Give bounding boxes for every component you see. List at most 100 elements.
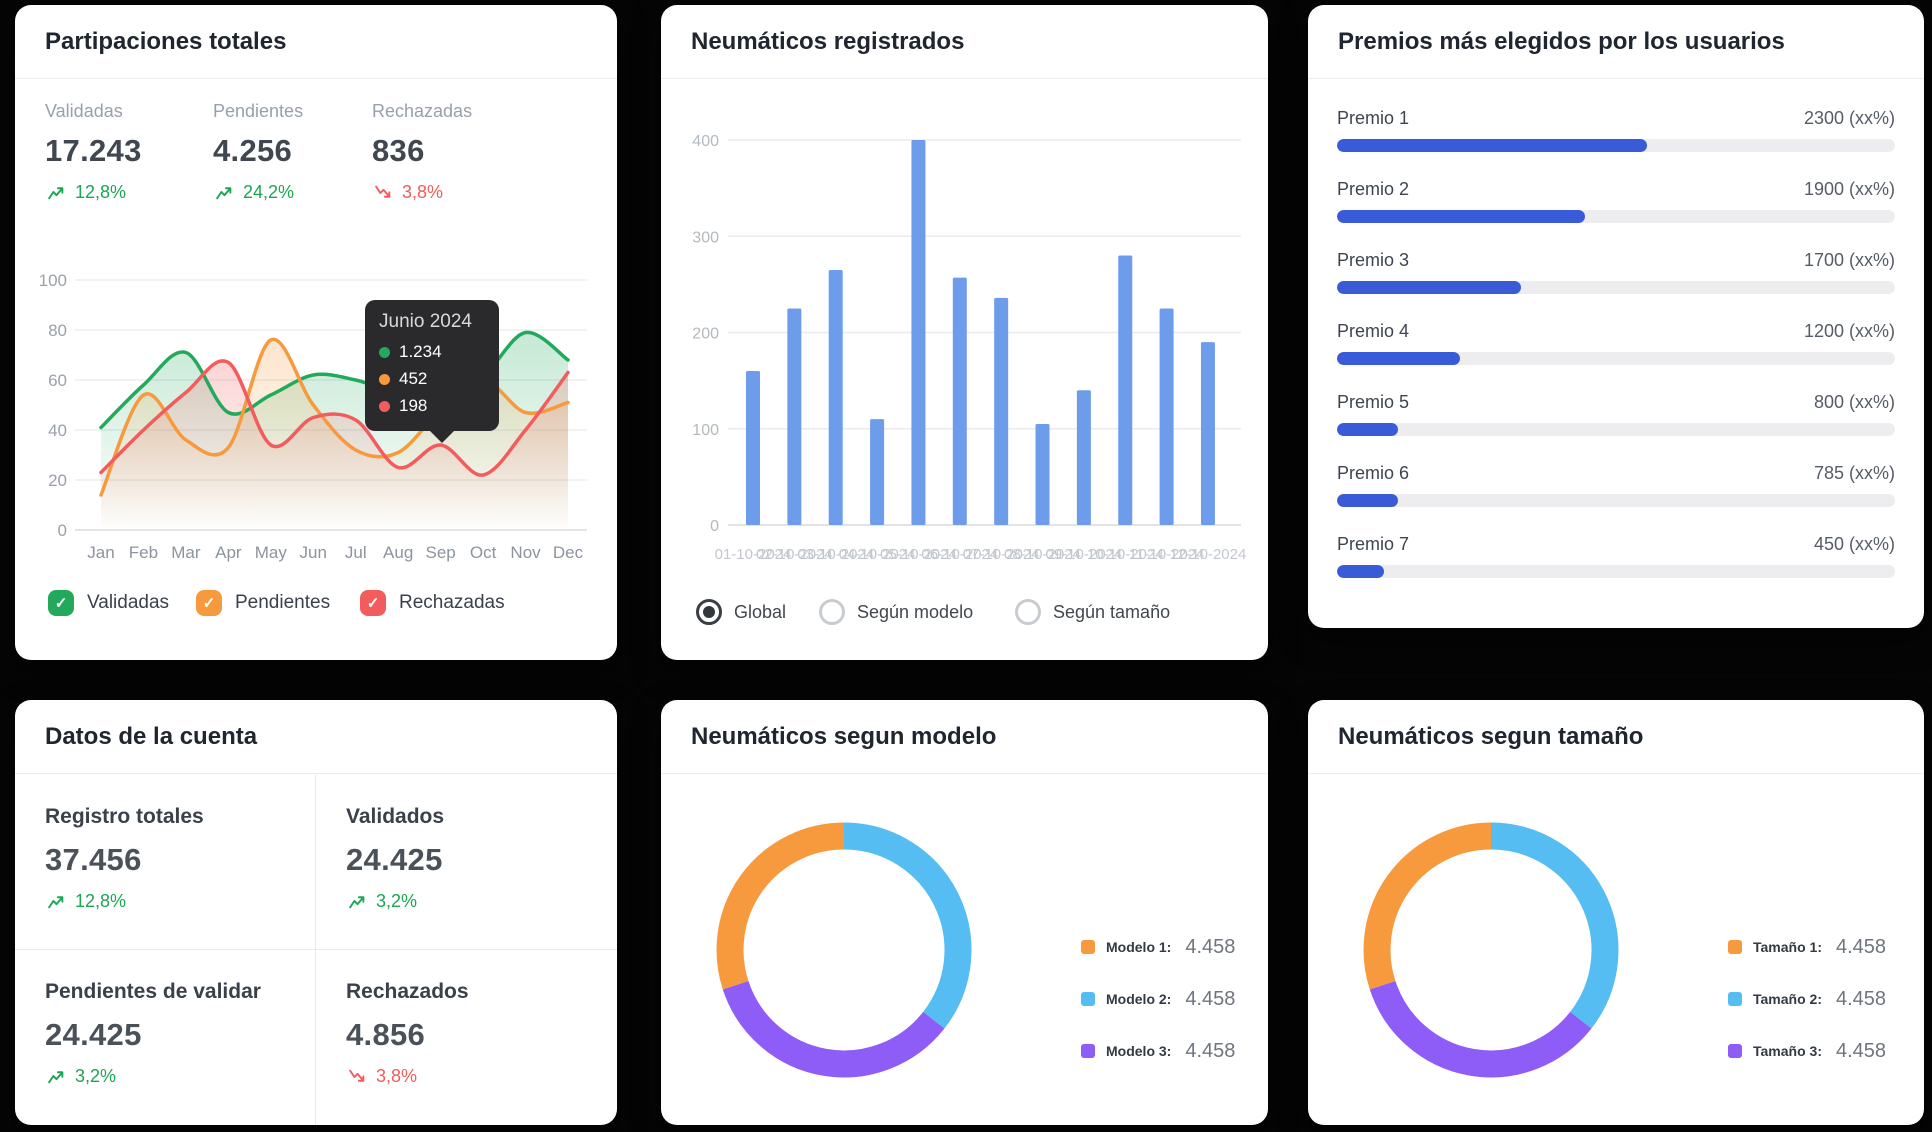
svg-text:80: 80: [48, 321, 67, 340]
svg-text:09-10-2024: 09-10-2024: [1046, 546, 1123, 563]
premio-value: 785 (xx%): [1813, 463, 1895, 483]
svg-text:Aug: Aug: [383, 543, 413, 562]
svg-text:06-10-2024: 06-10-2024: [921, 546, 998, 563]
datos-cell-pendientes-de-validar: Pendientes de validar 24.425 3,2%: [15, 950, 316, 1125]
radio-unselected-icon[interactable]: [1015, 599, 1041, 625]
svg-text:60: 60: [48, 371, 67, 390]
premio-label: Premio 3: [1337, 250, 1410, 270]
card-neumaticos-registrados: Neumáticos registrados 0 100 200 300 400 01-1…: [661, 5, 1268, 660]
premio-progress-track: [1337, 565, 1895, 578]
datos-delta-text: 3,2%: [75, 1066, 117, 1086]
premio-label: Premio 1: [1337, 108, 1410, 128]
donut-legend-row: Tamaño 1: 4.458: [1728, 932, 1886, 962]
trend-up-icon: [349, 896, 365, 909]
svg-text:01-10-2024: 01-10-2024: [715, 546, 792, 563]
svg-text:Jan: Jan: [87, 543, 114, 562]
premio-line: Premio 7 450 (xx%): [1337, 534, 1895, 555]
radio-selected-icon[interactable]: [696, 599, 722, 625]
datos-cell-delta: 3,2%: [346, 891, 617, 912]
premio-label: Premio 2: [1337, 179, 1410, 199]
checkbox-checked-icon[interactable]: ✓: [360, 590, 386, 616]
datos-delta-text: 3,2%: [376, 891, 418, 911]
premio-value: 1200 (xx%): [1803, 321, 1895, 341]
premio-row: Premio 5 800 (xx%): [1337, 392, 1895, 436]
datos-cuenta-grid: Registro totales 37.456 12,8% Validados 24.4…: [15, 775, 617, 1125]
tooltip-row: 198: [379, 396, 485, 416]
premio-progress-track: [1337, 423, 1895, 436]
svg-text:Nov: Nov: [510, 543, 541, 562]
legend-checkbox-validadas[interactable]: ✓ Validadas: [48, 590, 169, 616]
premio-label: Premio 5: [1337, 392, 1410, 412]
datos-delta-text: 12,8%: [75, 891, 127, 911]
trend-up-icon: [216, 187, 232, 200]
radio-unselected-icon[interactable]: [819, 599, 845, 625]
svg-text:Oct: Oct: [470, 543, 497, 562]
card-datos-cuenta: Datos de la cuenta Registro totales 37.45…: [15, 700, 617, 1125]
donut-legend-row: Modelo 3: 4.458: [1081, 1036, 1235, 1066]
page-title-participaciones: Partipaciones totales: [45, 27, 287, 55]
premio-label: Premio 4: [1337, 321, 1410, 341]
donut-legend-value: 4.458: [1185, 1039, 1236, 1062]
donut-legend-label: Tamaño 3:: [1753, 1043, 1822, 1059]
stat-validadas: Validadas 17.243 12,8%: [45, 101, 142, 203]
svg-text:07-10-2024: 07-10-2024: [963, 546, 1040, 563]
trend-down-icon: [375, 185, 391, 198]
premio-progress-fill: [1337, 210, 1586, 223]
radio-global[interactable]: Global: [696, 599, 786, 625]
datos-cell-delta: 3,8%: [346, 1066, 617, 1087]
svg-text:Dec: Dec: [553, 543, 584, 562]
radio-según-tamaño[interactable]: Según tamaño: [1015, 599, 1170, 625]
datos-delta-text: 3,8%: [376, 1066, 418, 1086]
premio-row: Premio 2 1900 (xx%): [1337, 179, 1895, 223]
stat-value: 4.256: [213, 133, 293, 168]
premio-row: Premio 6 785 (xx%): [1337, 463, 1895, 507]
svg-text:Apr: Apr: [215, 543, 242, 562]
checkbox-checked-icon[interactable]: ✓: [196, 590, 222, 616]
premio-row: Premio 3 1700 (xx%): [1337, 250, 1895, 294]
stat-delta: 24,2%: [213, 182, 303, 203]
premio-progress-track: [1337, 352, 1895, 365]
tooltip-row: 1.234: [379, 342, 485, 362]
legend-swatch-icon: [1728, 1044, 1742, 1058]
premio-value: 1900 (xx%): [1803, 179, 1895, 199]
donut-legend-value: 4.458: [1835, 1039, 1887, 1062]
svg-text:05-10-2024: 05-10-2024: [880, 546, 957, 563]
datos-cell-registro-totales: Registro totales 37.456 12,8%: [15, 775, 316, 950]
legend-swatch-icon: [1081, 940, 1095, 954]
stat-delta-text: 3,8%: [402, 182, 444, 202]
trend-up-icon: [48, 896, 64, 909]
premio-line: Premio 6 785 (xx%): [1337, 463, 1895, 484]
donut-legend-row: Tamaño 3: 4.458: [1728, 1036, 1886, 1066]
premio-progress-track: [1337, 210, 1895, 223]
legend-checkbox-rechazadas[interactable]: ✓ Rechazadas: [360, 590, 505, 616]
card-premios: Premios más elegidos por los usuarios Pr…: [1308, 5, 1924, 628]
tooltip-value: 452: [399, 369, 428, 388]
stat-rechazadas: Rechazadas 836 3,8%: [372, 101, 472, 203]
svg-text:Mar: Mar: [171, 543, 201, 562]
card-datos-header: Datos de la cuenta: [15, 700, 617, 774]
page-title-neumaticos: Neumáticos registrados: [691, 27, 965, 55]
premio-progress-track: [1337, 494, 1895, 507]
premio-value: 800 (xx%): [1813, 392, 1895, 412]
datos-cell-validados: Validados 24.425 3,2%: [316, 775, 617, 950]
datos-cell-value: 24.425: [45, 1017, 142, 1052]
svg-text:0: 0: [710, 518, 719, 535]
donut-legend-label: Modelo 2:: [1106, 991, 1172, 1007]
premio-line: Premio 5 800 (xx%): [1337, 392, 1895, 413]
radio-label: Según modelo: [857, 601, 974, 622]
card-participaciones-header: Partipaciones totales: [15, 5, 617, 79]
radio-según-modelo[interactable]: Según modelo: [819, 599, 973, 625]
donut-legend-row: Modelo 1: 4.458: [1081, 932, 1235, 962]
legend-checkbox-pendientes[interactable]: ✓ Pendientes: [196, 590, 330, 616]
premio-label: Premio 7: [1337, 534, 1410, 554]
series-dot-icon: [379, 373, 390, 385]
svg-text:Jun: Jun: [300, 543, 327, 562]
donut-legend-value: 4.458: [1185, 987, 1236, 1010]
donut-legend-label: Tamaño 2:: [1753, 991, 1822, 1007]
checkbox-checked-icon[interactable]: ✓: [48, 590, 74, 616]
svg-text:Feb: Feb: [129, 543, 158, 562]
card-neumaticos-tamano: Neumáticos segun tamaño Tamaño 1: 4.458 Ta…: [1308, 700, 1924, 1125]
premio-progress-fill: [1337, 281, 1522, 294]
participaciones-line-chart: 0 20 40 60 80 100 Jan Feb Mar Apr May Jun Jul Aug Sep O…: [39, 271, 587, 562]
